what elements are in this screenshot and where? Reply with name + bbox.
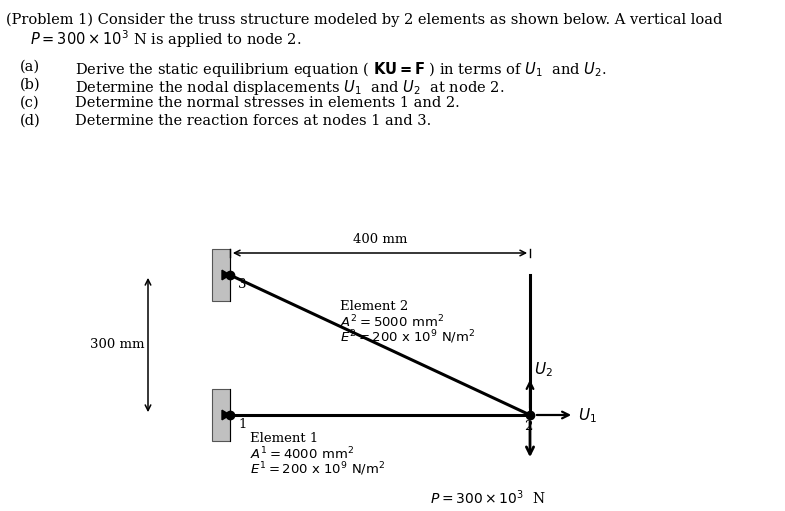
Text: Element 1: Element 1: [250, 432, 318, 445]
Text: Determine the reaction forces at nodes 1 and 3.: Determine the reaction forces at nodes 1…: [75, 114, 431, 128]
Text: 2: 2: [524, 420, 532, 433]
Text: $A^1 = 4000\ \mathrm{mm}^2$: $A^1 = 4000\ \mathrm{mm}^2$: [250, 446, 354, 462]
Text: $P = 300\times10^3$ N is applied to node 2.: $P = 300\times10^3$ N is applied to node…: [30, 28, 301, 50]
Text: $U_1$: $U_1$: [578, 407, 597, 425]
Bar: [212, 389, 230, 441]
Text: Determine the normal stresses in elements 1 and 2.: Determine the normal stresses in element…: [75, 96, 460, 110]
Text: $A^2 = 5000\ \mathrm{mm}^2$: $A^2 = 5000\ \mathrm{mm}^2$: [340, 314, 444, 331]
Text: Derive the static equilibrium equation ( $\mathbf{KU = F}$ ) in terms of $U_1$  : Derive the static equilibrium equation (…: [75, 60, 607, 79]
Bar: [212, 249, 230, 301]
Text: Determine the nodal displacements $U_1$  and $U_2$  at node 2.: Determine the nodal displacements $U_1$ …: [75, 78, 504, 97]
Text: 400 mm: 400 mm: [352, 233, 407, 246]
Text: 1: 1: [238, 418, 246, 431]
Polygon shape: [222, 410, 230, 420]
Text: 300 mm: 300 mm: [89, 338, 144, 352]
Text: 3: 3: [238, 278, 246, 291]
Polygon shape: [222, 270, 230, 280]
Text: $E^2 = 200\ \mathrm{x}\ 10^9\ \mathrm{N/m}^2$: $E^2 = 200\ \mathrm{x}\ 10^9\ \mathrm{N/…: [340, 328, 476, 345]
Text: $U_2$: $U_2$: [534, 360, 553, 379]
Text: Element 2: Element 2: [340, 300, 408, 313]
Text: (c): (c): [20, 96, 39, 110]
Text: (d): (d): [20, 114, 41, 128]
Text: (Problem 1) Consider the truss structure modeled by 2 elements as shown below. A: (Problem 1) Consider the truss structure…: [6, 13, 722, 28]
Text: $P = 300\times10^3$  N: $P = 300\times10^3$ N: [430, 488, 546, 506]
Text: (a): (a): [20, 60, 40, 74]
Text: $E^1 = 200\ \mathrm{x}\ 10^9\ \mathrm{N/m}^2$: $E^1 = 200\ \mathrm{x}\ 10^9\ \mathrm{N/…: [250, 460, 385, 478]
Text: (b): (b): [20, 78, 41, 92]
